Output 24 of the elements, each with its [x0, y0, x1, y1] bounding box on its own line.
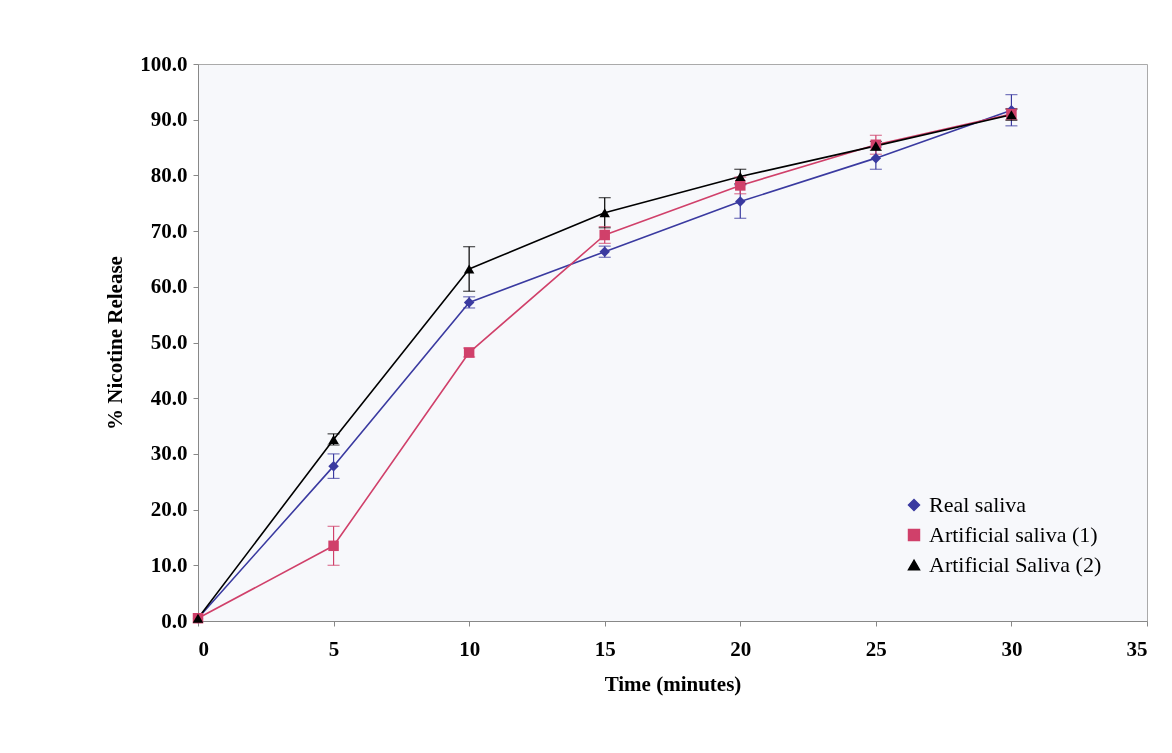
- x-tick-label: 15: [594, 636, 616, 661]
- x-tick-label: 35: [1126, 636, 1148, 661]
- x-tick-label: 10: [459, 636, 481, 661]
- y-tick-label: 0.0: [161, 608, 188, 633]
- x-tick-label: 30: [1001, 636, 1023, 661]
- y-tick-label: 60.0: [150, 274, 188, 299]
- y-tick-label: 80.0: [150, 162, 188, 187]
- x-axis-title: Time (minutes): [604, 671, 742, 696]
- y-tick-label: 70.0: [150, 218, 188, 243]
- legend-label: Real saliva: [929, 492, 1027, 517]
- y-tick-label: 30.0: [150, 441, 188, 466]
- y-axis-title: % Nicotine Release: [103, 256, 128, 430]
- y-tick-label: 50.0: [150, 330, 188, 354]
- y-tick-label: 10.0: [150, 552, 188, 577]
- x-tick-label: 25: [865, 636, 887, 661]
- x-tick-label: 5: [328, 636, 340, 661]
- x-tick-label: 20: [730, 636, 752, 661]
- legend-label: Artificial Saliva (2): [929, 552, 1102, 577]
- y-tick-label: 100.0: [140, 51, 188, 76]
- y-tick-label: 90.0: [150, 107, 188, 132]
- y-tick-label: 20.0: [150, 497, 188, 522]
- x-tick-label: 0: [198, 636, 209, 661]
- y-tick-label: 40.0: [150, 385, 188, 410]
- legend-label: Artificial saliva (1): [929, 522, 1098, 547]
